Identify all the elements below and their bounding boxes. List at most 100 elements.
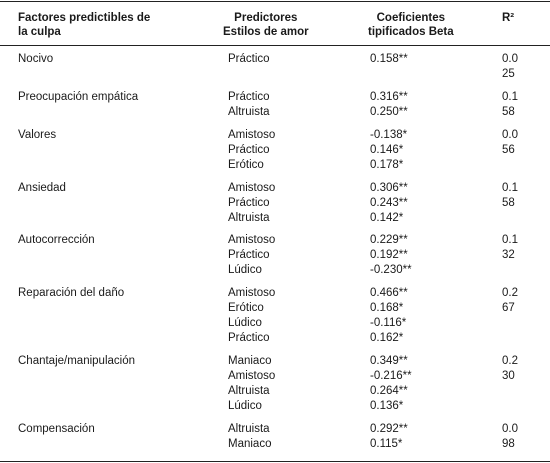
coefficient-value: 0.146* (370, 144, 404, 156)
header-coef-line1: Coeficientes (376, 12, 446, 24)
predictor-item: Altruista (228, 106, 270, 118)
coefficient-list: 0.349** -0.216** 0.264** 0.136* (370, 354, 412, 414)
predictor-item: Altruista (228, 423, 270, 435)
coefficient-value: 0.243** (370, 197, 408, 209)
factor-label: Preocupación empática (18, 91, 139, 103)
coefficient-value: 0.168* (370, 302, 404, 314)
predictor-item: Lúdico (228, 400, 262, 412)
coefficient-value: 0.142* (370, 212, 404, 224)
r2-part: 25 (502, 68, 515, 80)
r2-part: 58 (502, 106, 515, 118)
factor-label: Autocorrección (18, 234, 95, 246)
predictor-item: Maniaco (228, 355, 272, 367)
predictor-list: Amistoso Práctico Lúdico (228, 233, 275, 278)
predictor-item: Práctico (228, 144, 270, 156)
predictor-item: Lúdico (228, 317, 262, 329)
predictor-item: Amistoso (228, 287, 276, 299)
predictor-item: Amistoso (228, 370, 276, 382)
factor-label: Ansiedad (18, 182, 66, 194)
coefficient-list: 0.306** 0.243** 0.142* (370, 181, 408, 226)
factor-label: Compensación (18, 423, 95, 435)
predictor-list: Amistoso Práctico Altruista (228, 181, 275, 226)
predictor-item: Práctico (228, 332, 270, 344)
coefficient-list: 0.316** 0.250** (370, 90, 408, 120)
predictor-list: Práctico Altruista (228, 90, 270, 120)
r2-part: 30 (502, 370, 515, 382)
factor-label: Chantaje/manipulación (18, 355, 135, 367)
coefficient-list: 0.466** 0.168* -0.116* 0.162* (370, 286, 408, 346)
header-predictors-line1: Predictores (234, 12, 298, 24)
r2-value: 0.2 30 (502, 354, 518, 384)
coefficient-list: 0.158** (370, 52, 408, 67)
coefficient-value: -0.116* (370, 317, 407, 329)
bottom-rule (0, 461, 550, 462)
predictor-item: Erótico (228, 159, 264, 171)
r2-value: 0.0 25 (502, 52, 518, 82)
coefficient-value: 0.162* (370, 332, 404, 344)
top-rule (0, 1, 550, 2)
header-factor-line2: la culpa (18, 26, 61, 38)
coefficient-value: 0.136* (370, 400, 404, 412)
r2-part: 32 (502, 249, 515, 261)
coefficient-list: -0.138* 0.146* 0.178* (370, 128, 407, 173)
r2-part: 0.1 (502, 91, 518, 103)
coefficient-value: 0.306** (370, 182, 408, 194)
header-r2: R² (502, 11, 514, 25)
predictor-item: Práctico (228, 53, 270, 65)
predictor-item: Lúdico (228, 264, 262, 276)
factor-label: Valores (18, 129, 57, 141)
coefficient-value: 0.178* (370, 159, 404, 171)
coefficient-value: 0.158** (370, 53, 408, 65)
predictor-list: Maniaco Amistoso Altruista Lúdico (228, 354, 275, 414)
predictor-item: Práctico (228, 91, 270, 103)
predictor-item: Amistoso (228, 182, 276, 194)
r2-value: 0.0 56 (502, 128, 518, 158)
coefficient-value: 0.229** (370, 234, 408, 246)
coefficient-value: 0.264** (370, 385, 408, 397)
predictor-item: Amistoso (228, 129, 276, 141)
header-coef-line2: tipificados Beta (368, 26, 454, 38)
coefficient-value: -0.216** (370, 370, 412, 382)
predictor-list: Amistoso Práctico Erótico (228, 128, 275, 173)
coefficient-value: 0.292** (370, 423, 408, 435)
header-rule (0, 45, 550, 46)
header-factor: Factores predictibles de la culpa (18, 11, 150, 39)
r2-part: 58 (502, 197, 515, 209)
predictor-list: Práctico (228, 52, 270, 67)
coefficient-value: -0.230** (370, 264, 412, 276)
header-predictors: Predictores Estilos de amor (223, 11, 309, 39)
r2-part: 0.0 (502, 129, 518, 141)
predictor-item: Erótico (228, 302, 264, 314)
predictor-item: Altruista (228, 385, 270, 397)
header-coef: Coeficientes tipificados Beta (368, 11, 454, 39)
coefficient-value: 0.192** (370, 249, 408, 261)
r2-value: 0.1 58 (502, 181, 518, 211)
r2-value: 0.1 32 (502, 233, 518, 263)
predictor-list: Altruista Maniaco (228, 422, 271, 452)
predictor-item: Amistoso (228, 234, 276, 246)
predictor-item: Práctico (228, 197, 270, 209)
coefficient-value: 0.349** (370, 355, 408, 367)
r2-part: 0.2 (502, 355, 518, 367)
r2-part: 67 (502, 302, 515, 314)
r2-value: 0.2 67 (502, 286, 518, 316)
r2-part: 56 (502, 144, 515, 156)
header-predictors-line2: Estilos de amor (223, 26, 309, 38)
r2-part: 98 (502, 438, 515, 450)
coefficient-value: 0.316** (370, 91, 408, 103)
factor-label: Reparación del daño (18, 287, 125, 299)
header-factor-line1: Factores predictibles de (18, 12, 151, 24)
header-r2-label: R² (502, 12, 515, 24)
factor-label: Nocivo (18, 53, 54, 65)
coefficient-value: 0.466** (370, 287, 408, 299)
predictor-item: Maniaco (228, 438, 272, 450)
coefficient-list: 0.292** 0.115* (370, 422, 408, 452)
predictor-item: Altruista (228, 212, 270, 224)
r2-part: 0.1 (502, 234, 518, 246)
coefficient-list: 0.229** 0.192** -0.230** (370, 233, 412, 278)
r2-value: 0.0 98 (502, 422, 518, 452)
r2-part: 0.2 (502, 287, 518, 299)
coefficient-value: -0.138* (370, 129, 408, 141)
coefficient-value: 0.250** (370, 106, 408, 118)
